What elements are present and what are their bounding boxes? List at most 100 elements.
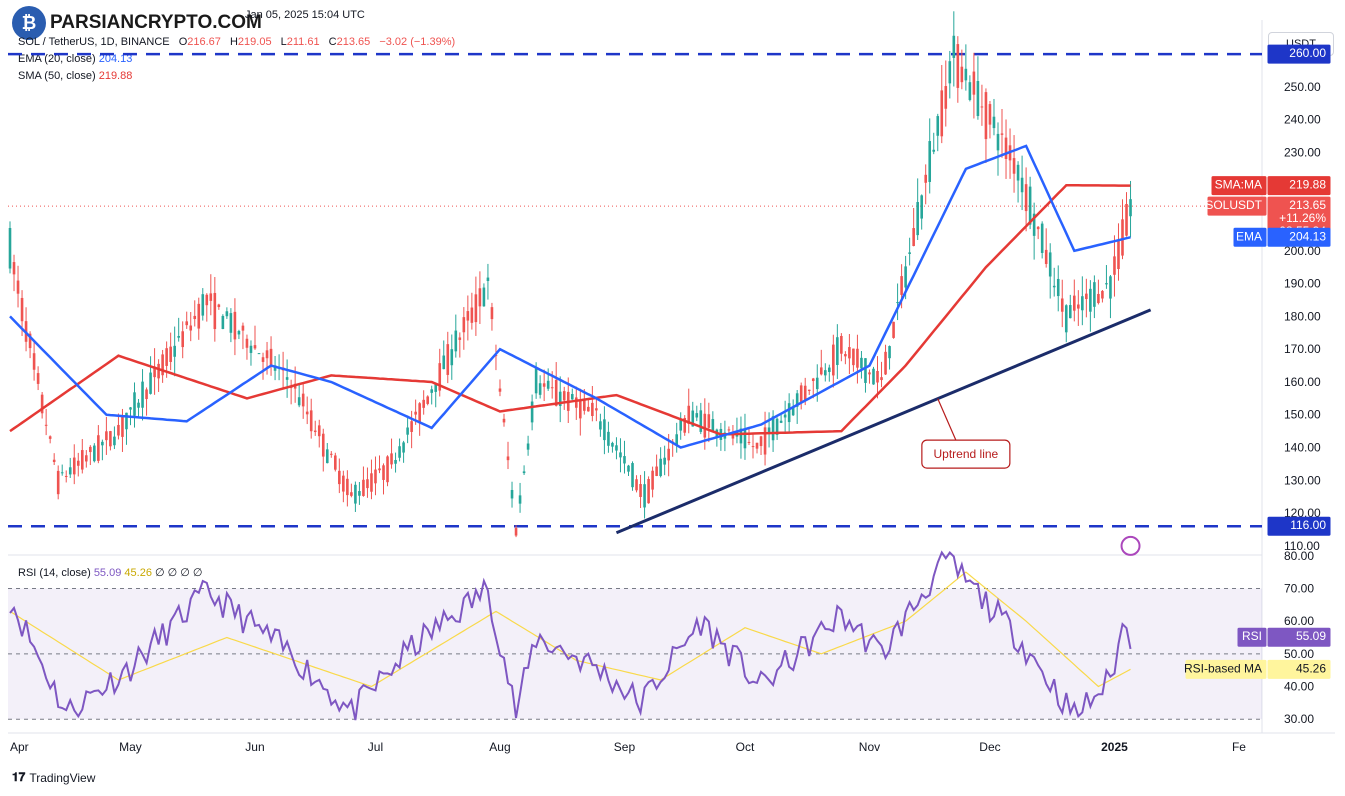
candle-body [852,348,855,366]
candle-body [241,325,245,331]
ema-name-tag-bg [1233,227,1267,247]
candle-body [964,68,968,81]
candle-body [358,491,361,496]
candle-body [771,416,775,441]
sma-value-tag-bg [1267,176,1331,196]
candle-body [1000,133,1004,135]
candle-body [988,104,992,125]
candle-body [334,455,337,470]
sma-value: 219.88 [98,70,133,82]
candle-body [775,418,779,435]
candle-body [904,266,907,288]
candle-body [502,418,506,423]
candle-body [1117,240,1120,270]
price-legend[interactable]: SOL / TetherUS, 1D, BINANCE O216.67 H219… [18,36,456,48]
candle-body [1068,305,1072,319]
candle-body [574,397,578,408]
candle-body [803,385,807,400]
candle-body [767,427,771,433]
candle-body [836,337,839,365]
candle-body [900,276,903,295]
candle-body [759,436,763,447]
candle-body [538,383,542,395]
candle-body [1060,298,1064,312]
candle-body [731,434,735,439]
change-value: −3.02 (−1.39%) [379,36,456,48]
candle-body [434,383,438,392]
candle-body [269,348,273,365]
candle-body [514,528,518,536]
candle-body [510,489,514,499]
candle-body [1081,296,1084,311]
candle-body [1093,282,1096,307]
rsi-tick-label: 30.00 [1284,712,1314,726]
candle-body [1101,290,1104,299]
logo: ₿ PARSIANCRYPTO.COM [12,6,262,40]
candle-body [984,92,988,140]
candle-body [1020,177,1024,193]
candle-body [546,380,550,389]
annotation-box [921,439,1011,469]
candle-body [647,479,650,504]
tradingview-footer[interactable]: 𝟏𝟕 TradingView [12,770,96,785]
candle-body [876,370,879,383]
candle-body [458,337,462,340]
candle-body [450,349,454,366]
candle-body [1109,276,1112,299]
candle-body [346,478,349,496]
candle-body [996,133,1000,151]
candle-body [663,457,666,465]
sma-legend[interactable]: SMA (50, close) 219.88 [18,70,133,82]
tradingview-logo-icon: 𝟏𝟕 [12,770,26,784]
candle-body [249,345,253,353]
candle-body [1077,304,1080,309]
level-116-tag: 116.00 [1267,516,1331,536]
candle-body [587,406,590,412]
price-tick-label: 120.00 [1284,506,1321,520]
rsi-tick-label: 60.00 [1284,614,1314,628]
candle-body [562,391,566,401]
candle-body [787,403,791,423]
candle-body [972,71,976,95]
candle-body [370,473,373,492]
candle-body [619,452,622,458]
candle-body [325,449,329,464]
candle-body [1052,285,1056,288]
time-tick-label: Sep [614,740,636,754]
candle-body [558,391,562,407]
candle-body [872,368,875,385]
candle-body [1040,223,1044,253]
candle-body [679,419,683,431]
rsi-tick-label: 40.00 [1284,680,1314,694]
rsi-name-tag-text: RSI [1242,629,1262,643]
symbol-value-tag-text: +11.26% [1279,211,1326,225]
candle-body [197,303,201,329]
time-tick-label: Nov [859,740,880,754]
candle-body [386,456,389,483]
candle-body [229,313,233,333]
ema-legend[interactable]: EMA (20, close) 204.13 [18,53,133,65]
candle-body [129,407,132,410]
candle-body [233,311,237,340]
candle-body [815,377,819,390]
candle-body [80,450,84,470]
candle-body [273,365,277,371]
price-tick-label: 190.00 [1284,277,1321,291]
candle-body [1129,199,1132,217]
candle-body [707,414,711,428]
candle-body [97,435,100,461]
candle-body [313,430,317,433]
price-tick-label: 170.00 [1284,342,1321,356]
candle-body [799,385,803,402]
candle-body [763,427,767,455]
candle-body [828,367,831,372]
candle-body [149,372,152,394]
candle-body [844,354,847,357]
candle-body [615,445,618,451]
candle-body [888,346,891,359]
rsi-legend[interactable]: RSI (14, close) 55.09 45.26 ∅ ∅ ∅ ∅ [18,567,203,579]
rsi-ma-name-tag-text: RSI-based MA [1184,661,1262,675]
candle-body [20,297,24,322]
candle-body [791,406,795,416]
